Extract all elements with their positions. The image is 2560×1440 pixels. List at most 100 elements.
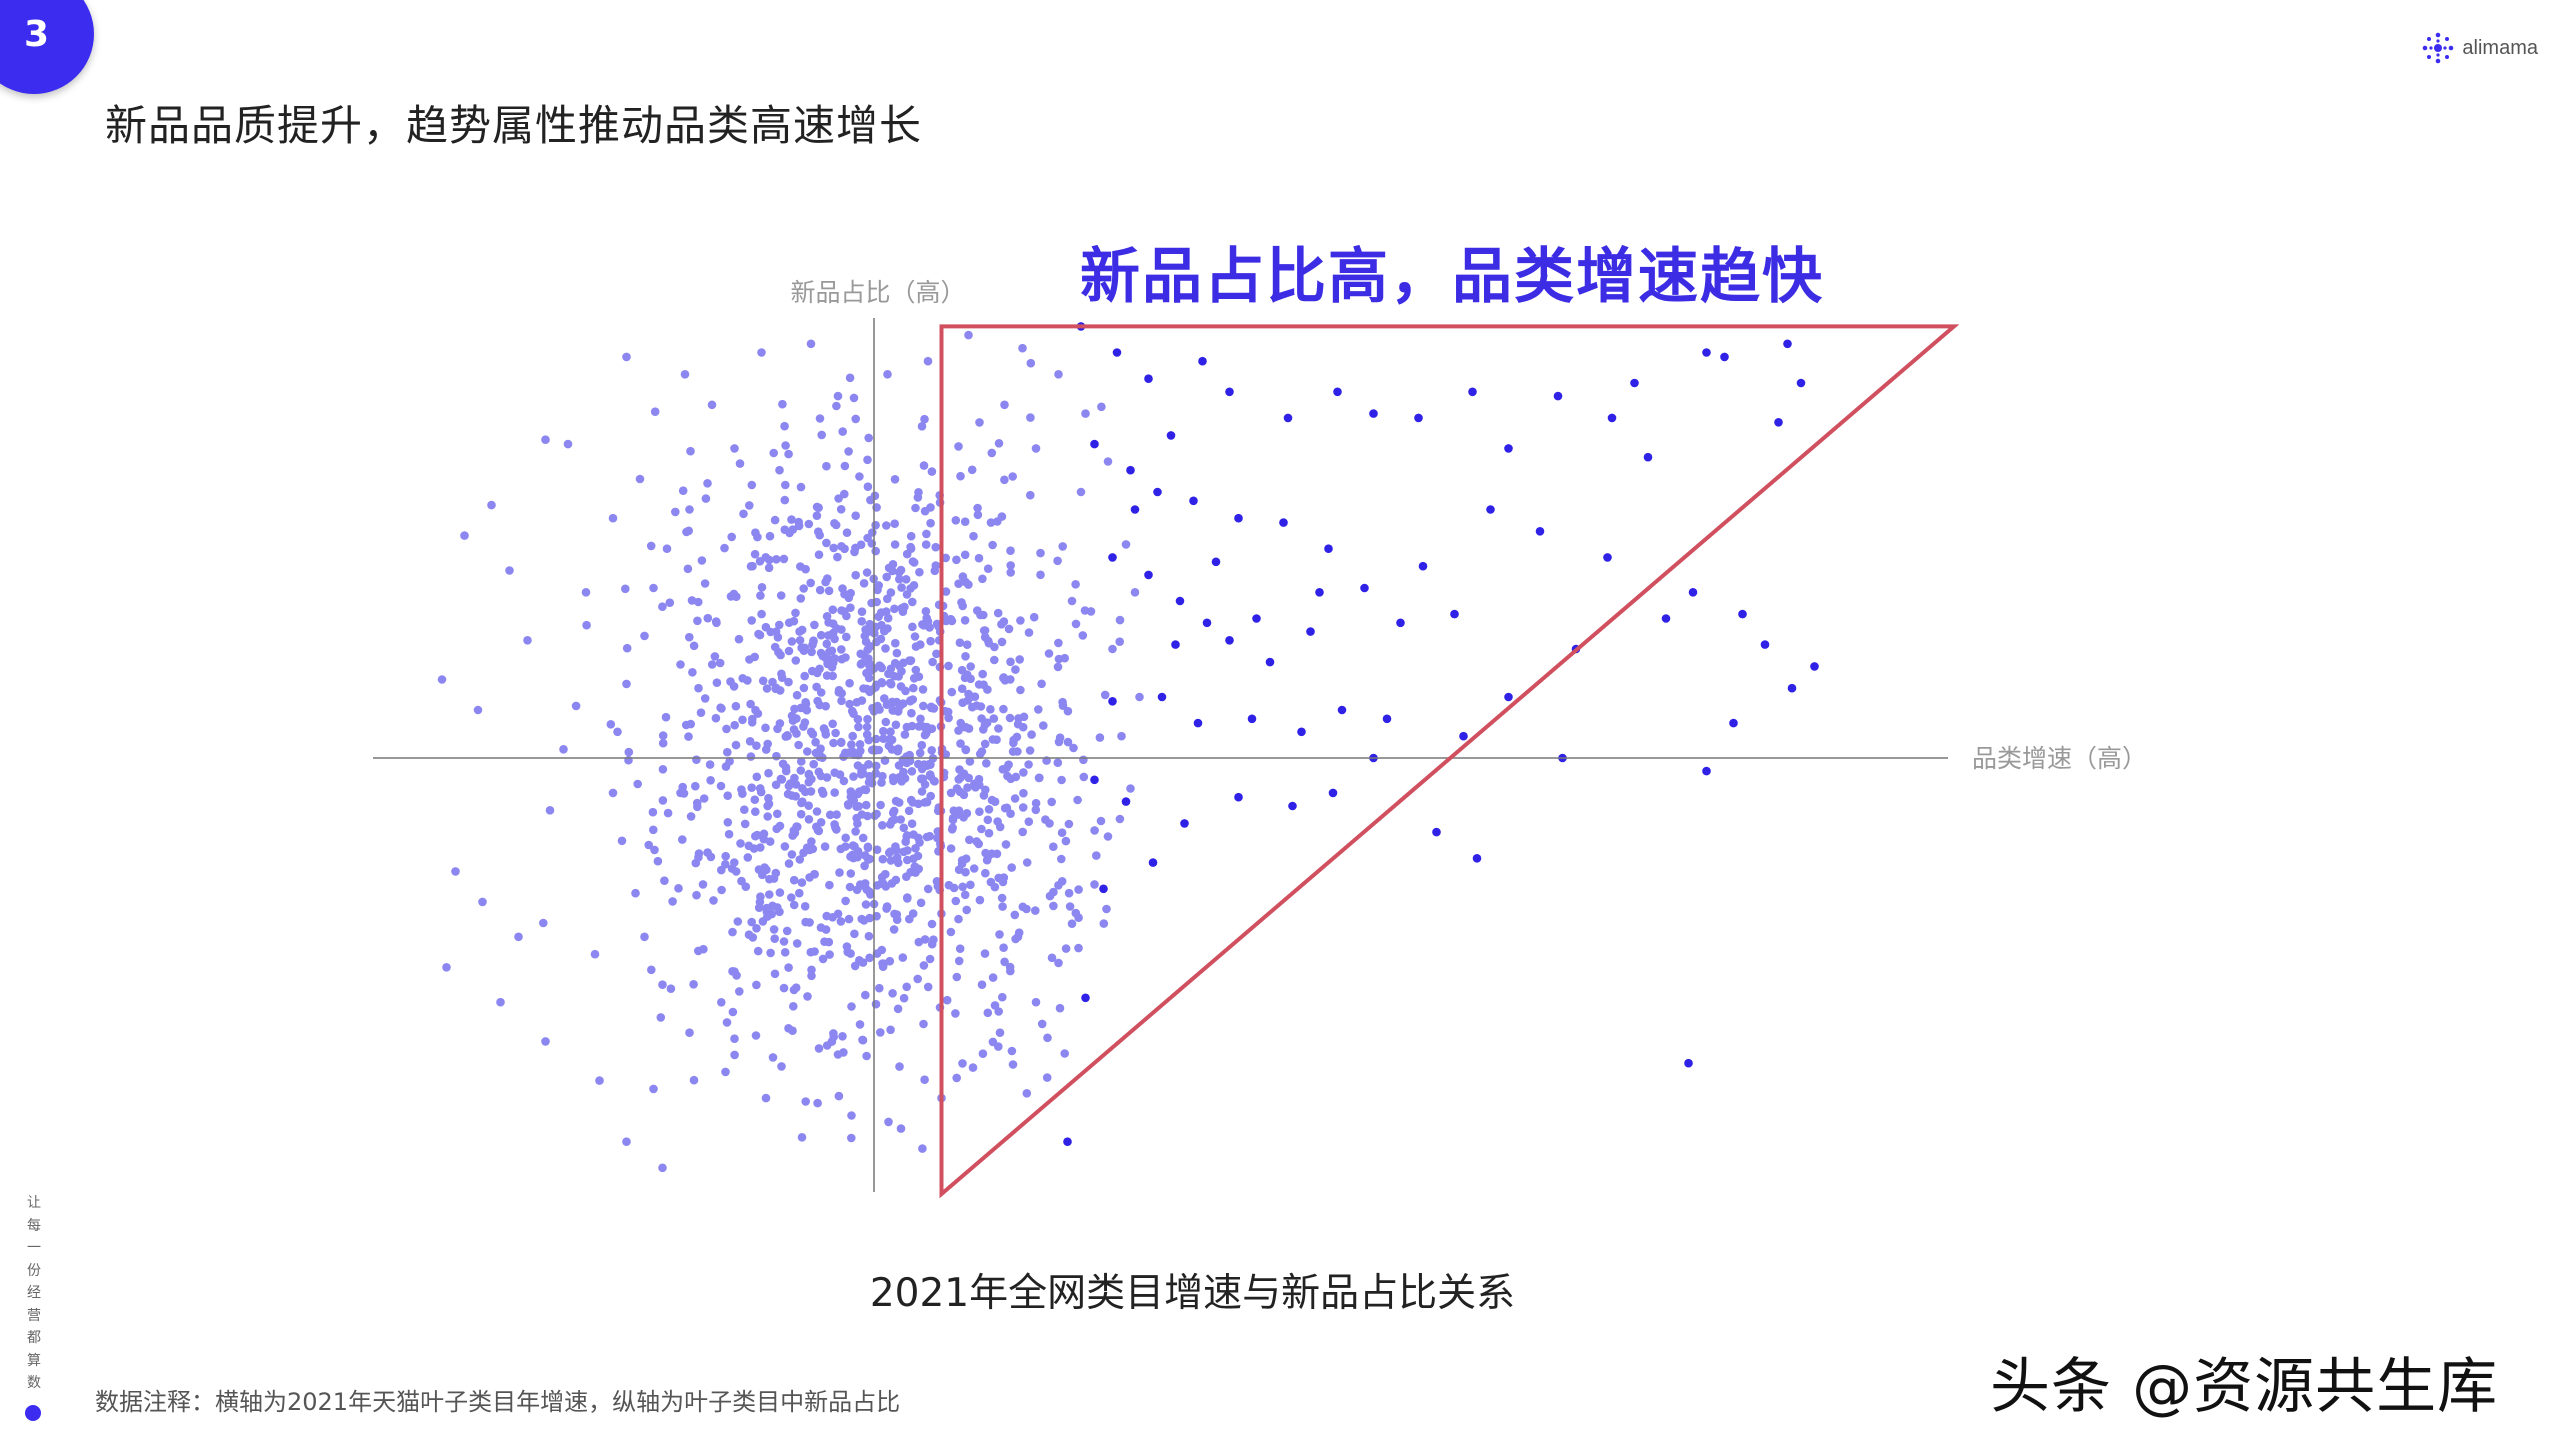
cluster-point [622, 643, 632, 653]
cluster-point [831, 728, 840, 738]
cluster-point [841, 653, 850, 662]
cluster-point [855, 956, 864, 965]
cluster-point [841, 896, 850, 906]
light-point [757, 348, 766, 357]
cluster-point [902, 590, 912, 599]
cluster-point [722, 724, 731, 734]
cluster-point [923, 884, 933, 894]
cluster-point [1013, 747, 1022, 756]
cluster-point [772, 751, 781, 761]
chart-caption: 2021年全网类目增速与新品占比关系 [869, 1271, 1516, 1316]
cluster-point [909, 674, 919, 683]
cluster-point [864, 931, 874, 941]
cluster-point [1011, 772, 1021, 782]
cluster-point [1053, 758, 1063, 767]
cluster-point [1006, 568, 1015, 577]
cluster-point [782, 926, 792, 936]
cluster-point [1000, 803, 1010, 813]
cluster-point [776, 591, 786, 600]
cluster-point [979, 610, 988, 620]
cluster-point [784, 618, 794, 627]
cluster-point [1096, 816, 1106, 826]
dark-point [1166, 431, 1176, 440]
dark-point [1225, 636, 1234, 645]
cluster-point [787, 637, 797, 646]
cluster-point [688, 668, 697, 677]
cluster-point [887, 745, 897, 754]
cluster-point [693, 616, 702, 626]
light-point [721, 1067, 730, 1077]
cluster-point [765, 531, 775, 541]
cluster-point [788, 525, 798, 534]
dark-point [1702, 348, 1711, 357]
cluster-point [1022, 858, 1032, 867]
dark-point [1324, 544, 1333, 553]
light-point [451, 867, 460, 876]
highlight-callout: 新品占比高，品类增速趋快 [1080, 242, 1824, 312]
cluster-point [931, 561, 941, 570]
cluster-point [774, 647, 783, 657]
cluster-point [769, 925, 779, 934]
cluster-point [973, 503, 982, 513]
cluster-point [955, 944, 965, 953]
dark-point [1193, 718, 1203, 728]
cluster-point [644, 840, 653, 850]
cluster-point [794, 517, 803, 527]
dark-point [1099, 884, 1108, 894]
cluster-point [1043, 1033, 1052, 1043]
cluster-point [721, 860, 730, 869]
cluster-point [721, 851, 730, 861]
light-point [995, 1028, 1005, 1037]
light-point [505, 566, 514, 575]
cluster-point [777, 775, 787, 784]
cluster-point [837, 625, 846, 634]
cluster-point [735, 987, 744, 996]
light-point [797, 1133, 807, 1142]
cluster-point [932, 649, 941, 659]
cluster-point [865, 913, 874, 923]
cluster-point [995, 822, 1005, 832]
cluster-point [752, 772, 762, 782]
cluster-point [823, 574, 832, 583]
cluster-point [794, 740, 803, 750]
light-point [1018, 343, 1027, 353]
cluster-point [762, 684, 772, 693]
cluster-point [740, 805, 749, 814]
cluster-point [701, 494, 711, 503]
cluster-point [890, 604, 899, 614]
light-point [559, 745, 568, 754]
cluster-point [787, 515, 796, 524]
cluster-point [786, 779, 795, 788]
cluster-point [983, 685, 992, 694]
cluster-point [833, 552, 842, 562]
light-point [676, 788, 685, 798]
cluster-point [808, 666, 817, 676]
cluster-point [789, 725, 799, 734]
cluster-point [781, 480, 790, 490]
dark-point [1234, 513, 1243, 523]
cluster-point [809, 759, 818, 769]
light-point [460, 531, 469, 540]
cluster-point [864, 673, 874, 683]
cluster-point [722, 1018, 732, 1027]
cluster-point [952, 1073, 961, 1083]
cluster-point [822, 639, 832, 649]
cluster-point [649, 825, 658, 835]
cluster-point [988, 540, 997, 550]
cluster-point [802, 843, 812, 852]
cluster-point [1100, 690, 1110, 700]
brand-name: alimama [2462, 36, 2538, 59]
cluster-point [1007, 1046, 1017, 1056]
cluster-point [797, 878, 807, 887]
cluster-point [689, 980, 698, 989]
cluster-point [825, 880, 834, 890]
light-point [806, 339, 816, 349]
cluster-point [750, 795, 760, 804]
cluster-point [825, 810, 835, 820]
cluster-point [606, 720, 616, 729]
cluster-point [730, 1034, 739, 1043]
cluster-point [756, 892, 765, 901]
light-point [1126, 784, 1135, 793]
cluster-point [981, 868, 990, 878]
cluster-point [737, 876, 746, 886]
